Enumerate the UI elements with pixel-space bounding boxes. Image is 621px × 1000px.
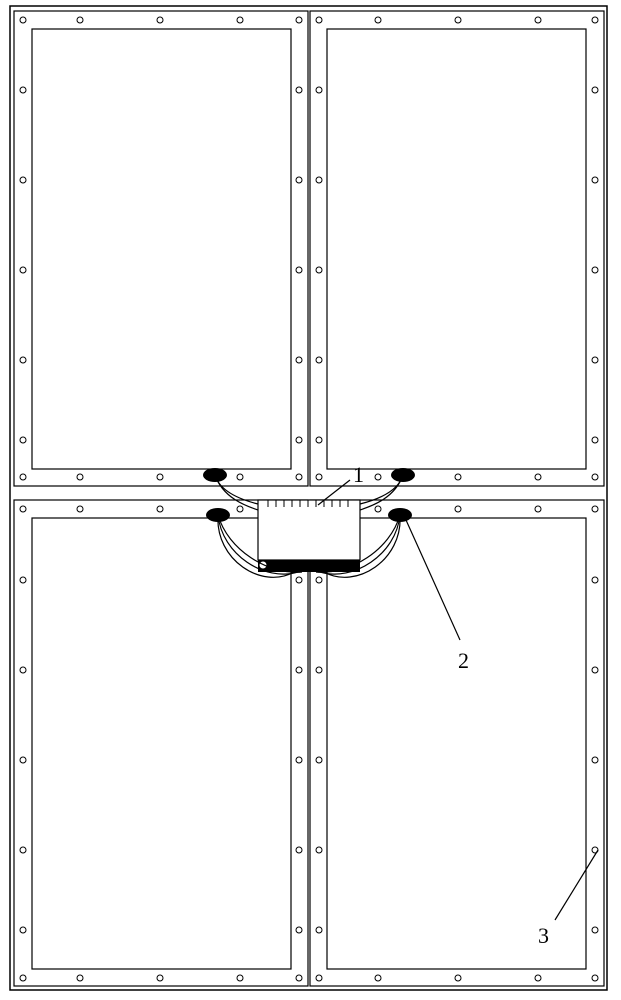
technical-drawing — [0, 0, 621, 1000]
callout-label-3: 3 — [538, 923, 549, 949]
callout-label-2: 2 — [458, 648, 469, 674]
callout-label-1: 1 — [353, 462, 364, 488]
